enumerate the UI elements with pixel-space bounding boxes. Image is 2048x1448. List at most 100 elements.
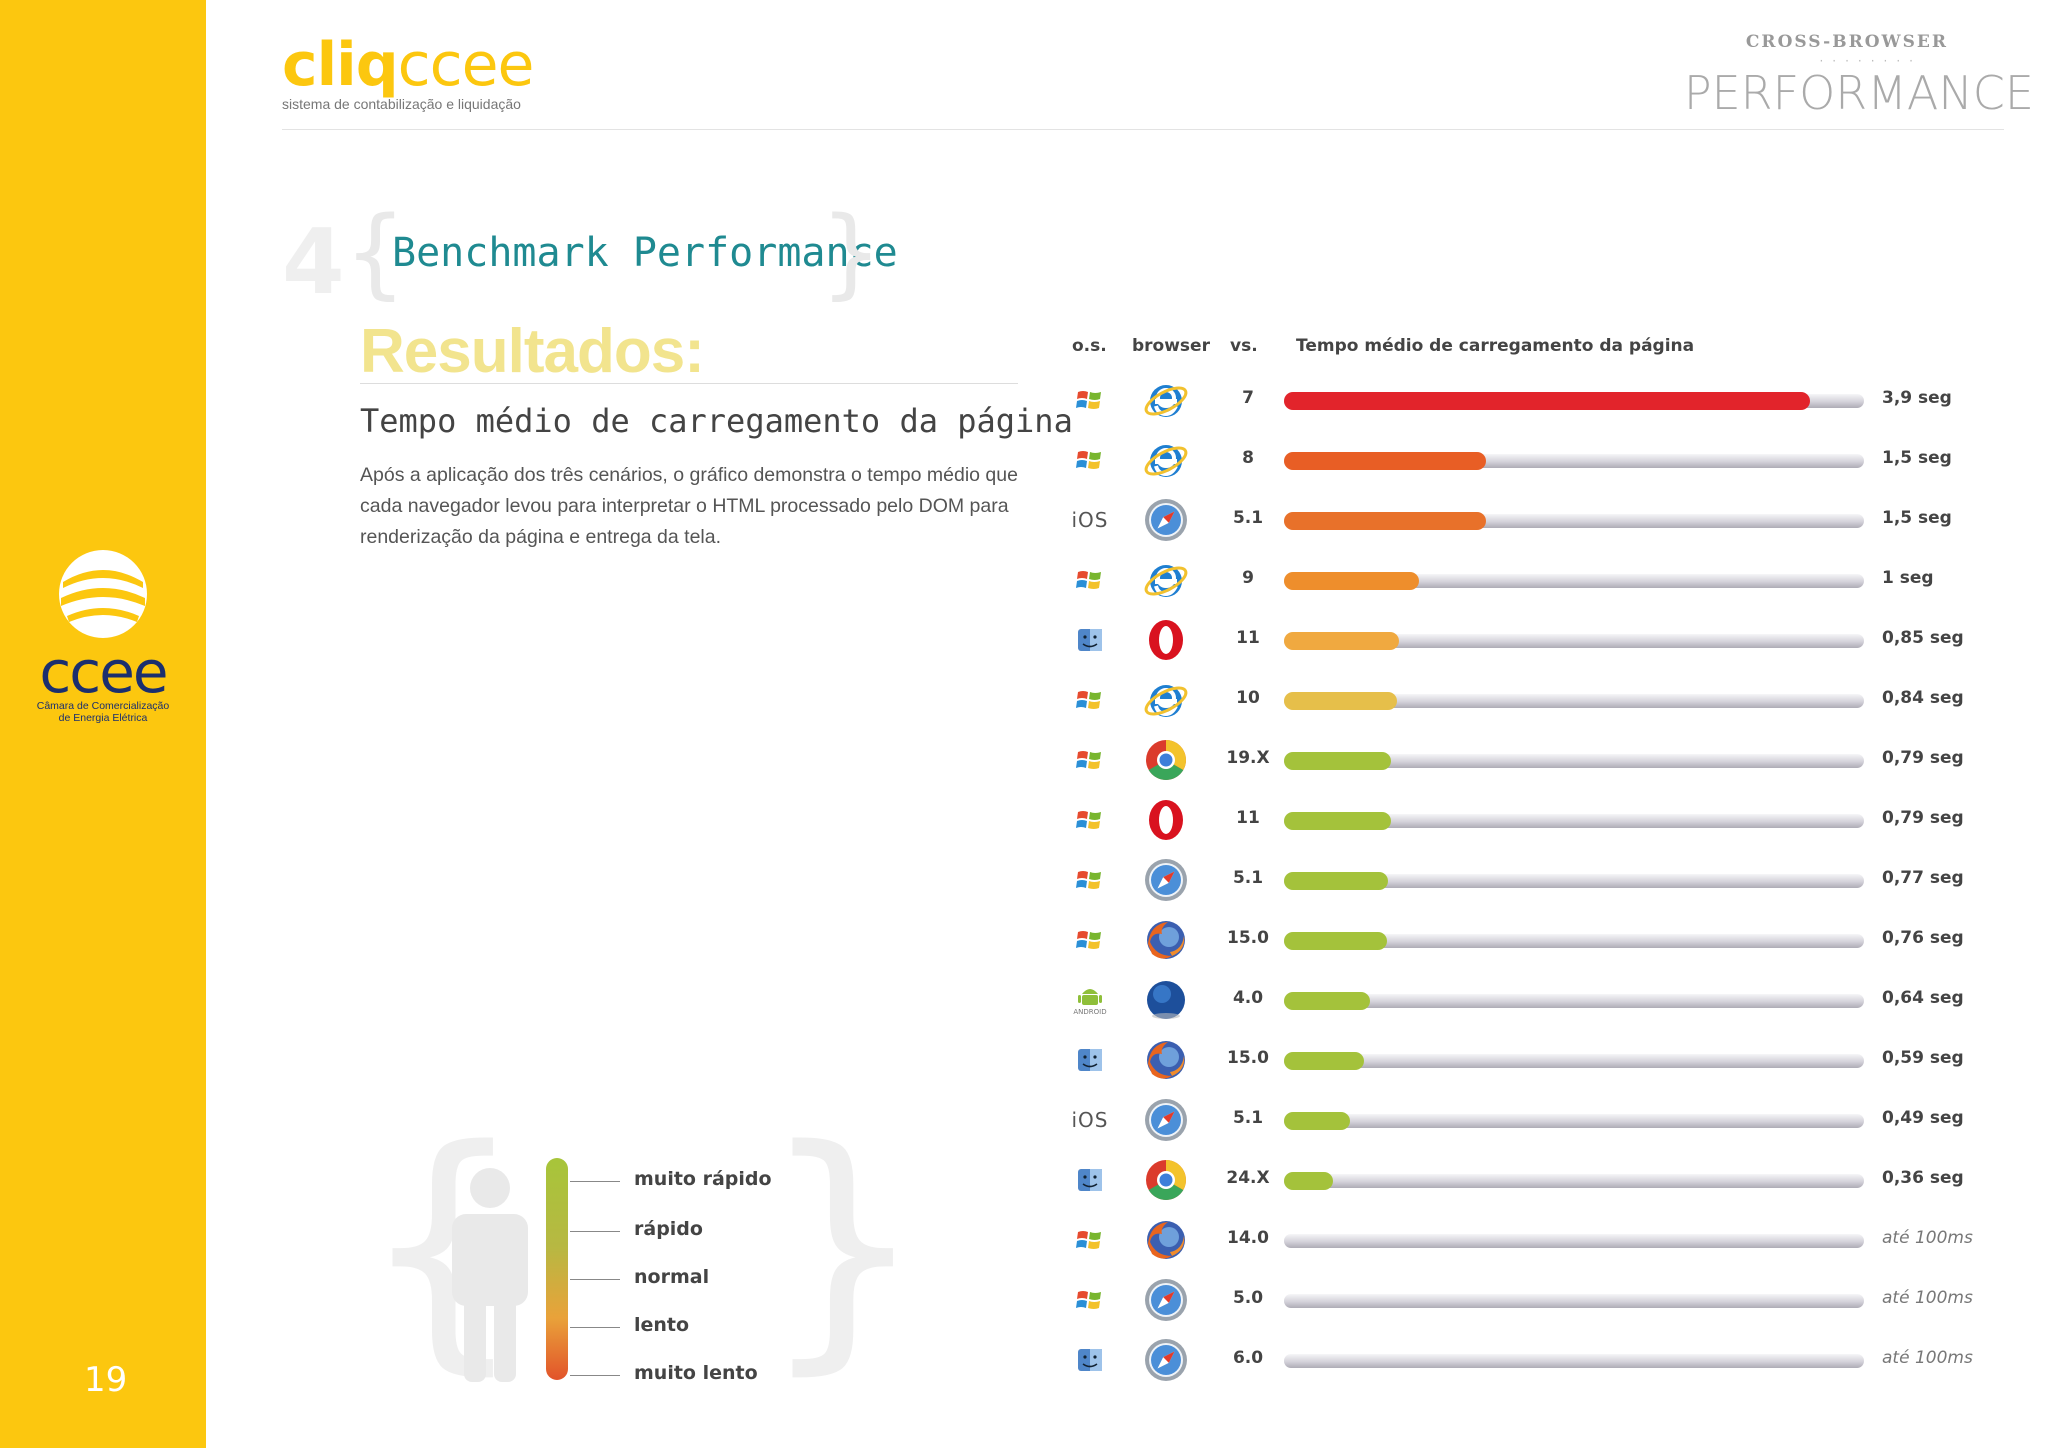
sidebar [0,0,206,1448]
chart-row: iOS 5.1 1,5 seg [1060,490,2000,550]
bar-fill [1284,812,1391,830]
legend-label: lento [634,1314,690,1336]
safari-icon [1145,859,1187,901]
browser-cell [1142,976,1190,1024]
mac-finder-icon [1078,629,1102,651]
brand-subtitle: sistema de contabilização e liquidação [282,96,521,112]
brand-name-light: ccee [397,30,535,100]
windows-icon [1076,391,1101,409]
brand-name-bold: cliq [282,30,399,100]
os-cell [1060,442,1120,478]
section-number: 4 [282,210,345,315]
windows-icon [1076,1231,1101,1249]
bar-fill [1284,1052,1364,1070]
bar-track [1284,752,1864,770]
ios-icon: iOS [1071,1108,1109,1132]
brand-logo: cliqccee sistema de contabilização e liq… [282,30,535,112]
os-cell: iOS [1060,502,1120,538]
version-label: 9 [1242,568,1254,588]
version-label: 5.1 [1232,1108,1264,1128]
bar-track [1284,632,1864,650]
value-label: 0,84 seg [1882,688,1964,708]
browser-cell [1142,1336,1190,1384]
description: Após a aplicação dos três cenários, o gr… [360,464,1018,548]
windows-icon [1076,811,1101,829]
firefox-icon [1147,1221,1185,1259]
value-label: 1 seg [1882,568,1934,588]
section-title: Benchmark Performance [392,230,898,276]
browser-cell [1142,376,1190,424]
bar-fill [1284,1172,1333,1190]
chart-row: iOS 5.1 0,49 seg [1060,1090,2000,1150]
windows-icon [1076,571,1101,589]
ccee-globe-icon [59,550,147,638]
browser-cell [1142,436,1190,484]
results-divider [360,383,1018,384]
speed-legend: { } muito rápido rápido normal lento mui… [360,1116,925,1390]
ccee-logo: ccee Câmara de Comercialização de Energi… [36,548,170,724]
value-label: até 100ms [1882,1288,1973,1308]
chart-subtitle: Tempo médio de carregamento da página [360,402,1073,440]
column-header-metric: Tempo médio de carregamento da página [1296,336,1695,356]
header-title: PERFORMANCE [1683,66,2034,120]
value-label: 1,5 seg [1882,448,1952,468]
ccee-logo-word: ccee [39,638,168,706]
os-cell [1060,1342,1120,1378]
value-label: 3,9 seg [1882,388,1952,408]
version-label: 5.0 [1232,1288,1264,1308]
chart-row: 24.X 0,36 seg [1060,1150,2000,1210]
legend-brace-right: } [760,1095,926,1397]
browser-cell [1142,556,1190,604]
page-background [206,0,2048,1448]
chart-row: 8 1,5 seg [1060,430,2000,490]
opera-icon [1149,620,1183,660]
chrome-icon [1146,740,1186,780]
browser-cell [1142,1036,1190,1084]
safari-icon [1145,1339,1187,1381]
internet-explorer-icon [1144,685,1188,717]
chart-row: 11 0,79 seg [1060,790,2000,850]
version-label: 10 [1236,688,1260,708]
bar-track [1284,1172,1864,1190]
os-cell: ANDROID [1060,982,1120,1018]
version-label: 5.1 [1232,868,1264,888]
os-cell [1060,922,1120,958]
opera-icon [1149,800,1183,840]
chart-row: 15.0 0,76 seg [1060,910,2000,970]
version-label: 24.X [1226,1168,1270,1188]
header-divider [282,129,2004,130]
browser-cell [1142,916,1190,964]
bar-fill [1284,872,1388,890]
section-brace-right: } [820,196,883,310]
browser-cell [1142,1216,1190,1264]
android-icon: ANDROID [1073,983,1107,1017]
bar-fill [1284,632,1399,650]
value-label: 0,36 seg [1882,1168,1964,1188]
legend-gradient-bar [546,1158,568,1380]
bar-track [1284,932,1864,950]
os-cell [1060,382,1120,418]
version-label: 11 [1236,628,1260,648]
windows-icon [1076,931,1101,949]
version-label: 11 [1236,808,1260,828]
section-brace-left: { [344,196,407,310]
safari-icon [1145,1099,1187,1141]
chart-row: 19.X 0,79 seg [1060,730,2000,790]
version-label: 4.0 [1232,988,1264,1008]
column-header-os: o.s. [1072,336,1107,356]
os-cell [1060,622,1120,658]
bar-fill [1284,452,1487,470]
version-label: 15.0 [1227,928,1269,948]
os-cell [1060,562,1120,598]
os-cell [1060,862,1120,898]
browser-cell [1142,856,1190,904]
bar-fill [1284,1112,1351,1130]
browser-cell [1142,796,1190,844]
bar-track [1284,812,1864,830]
value-label: 0,77 seg [1882,868,1964,888]
version-label: 6.0 [1232,1348,1264,1368]
ccee-logo-subtitle-1: Câmara de Comercialização [36,700,170,712]
os-cell [1060,1222,1120,1258]
bar-fill [1284,932,1387,950]
internet-explorer-icon [1144,445,1188,477]
